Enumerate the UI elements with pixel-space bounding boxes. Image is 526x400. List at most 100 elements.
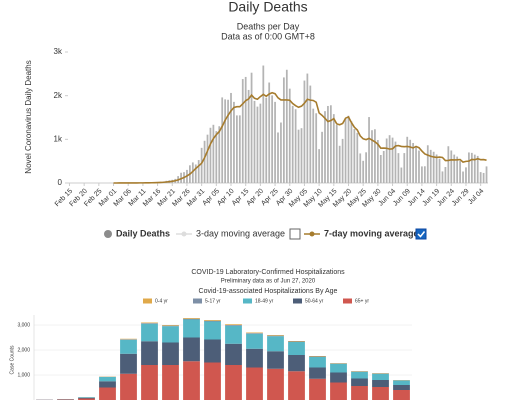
bar xyxy=(262,65,265,183)
bar xyxy=(438,158,441,183)
bar xyxy=(456,156,459,183)
bar xyxy=(447,146,450,183)
legend-label[interactable]: 18-49 yr xyxy=(255,298,274,304)
bar xyxy=(332,114,335,183)
chart-title: COVID-19 Laboratory-Confirmed Hospitaliz… xyxy=(191,269,345,276)
bar xyxy=(329,105,332,183)
legend-label[interactable]: 0-4 yr xyxy=(155,298,168,304)
bar-segment xyxy=(246,348,263,368)
bar xyxy=(274,101,276,183)
legend-swatch[interactable] xyxy=(343,298,352,304)
legend-label[interactable]: 65+ yr xyxy=(355,298,369,304)
bar xyxy=(423,166,426,183)
bar xyxy=(282,77,285,183)
bar-segment xyxy=(393,390,410,400)
bar xyxy=(215,131,218,183)
bar xyxy=(470,152,473,183)
checkbox[interactable] xyxy=(415,228,427,240)
bar xyxy=(236,115,238,183)
bar xyxy=(247,89,250,183)
bar xyxy=(450,150,453,183)
bar-segment xyxy=(246,333,263,349)
bar-segment xyxy=(288,341,305,342)
bar xyxy=(238,115,241,183)
bar xyxy=(224,99,227,183)
checkmark[interactable] xyxy=(417,231,426,238)
bar xyxy=(371,130,373,183)
bar xyxy=(376,140,379,183)
bar-segment xyxy=(309,356,326,357)
bar xyxy=(191,162,194,183)
bar-segment xyxy=(162,365,179,400)
legend-marker[interactable] xyxy=(181,231,187,237)
bar xyxy=(209,127,212,183)
legend-swatch[interactable] xyxy=(293,298,302,304)
bar xyxy=(426,145,429,183)
bar xyxy=(421,166,423,183)
legend-label[interactable]: 7-day moving average xyxy=(324,228,419,238)
y-tick-label: 1k xyxy=(54,134,63,143)
bar xyxy=(259,103,262,183)
legend-swatch[interactable] xyxy=(243,298,252,304)
bar xyxy=(318,149,320,183)
bar xyxy=(200,147,203,183)
legend-label[interactable]: 3-day moving average xyxy=(196,228,285,238)
bar xyxy=(303,80,306,183)
bar-segment xyxy=(204,320,221,321)
bar-segment xyxy=(225,325,242,326)
bar-segment xyxy=(393,385,410,390)
bar-segment xyxy=(288,355,305,372)
bar xyxy=(250,72,253,183)
bar-segment xyxy=(246,333,263,334)
chart-subtitle: Preliminary data as of Jun 27, 2020 xyxy=(221,279,316,285)
bar xyxy=(353,129,356,183)
bar-segment xyxy=(141,322,158,324)
bar-segment xyxy=(120,353,137,374)
bar xyxy=(306,73,309,183)
bar xyxy=(409,139,412,183)
bar-segment xyxy=(393,380,410,385)
bar-segment xyxy=(120,338,137,340)
bar-segment xyxy=(204,320,221,322)
bar xyxy=(253,100,256,183)
bar xyxy=(309,85,312,183)
legend-marker[interactable] xyxy=(309,231,315,237)
bar xyxy=(280,122,282,183)
bar xyxy=(394,141,397,183)
bar xyxy=(368,117,370,183)
bar xyxy=(194,164,197,183)
bar-segment xyxy=(141,341,158,365)
bar xyxy=(362,160,365,183)
legend-label[interactable]: Daily Deaths xyxy=(116,228,170,238)
bar-segment xyxy=(204,362,221,400)
bar xyxy=(397,153,400,183)
legend-marker[interactable] xyxy=(104,230,112,238)
bar xyxy=(312,108,315,183)
bar xyxy=(403,153,406,183)
bar xyxy=(256,106,259,183)
bar-segment xyxy=(288,371,305,400)
bar-segment xyxy=(372,373,389,380)
bar xyxy=(321,131,323,183)
bar xyxy=(268,82,271,183)
bar-segment xyxy=(141,365,158,400)
legend-swatch[interactable] xyxy=(193,298,202,304)
legend-swatch[interactable] xyxy=(143,298,152,304)
bar-segment xyxy=(204,321,221,340)
bar xyxy=(288,88,291,183)
bar-segment xyxy=(267,336,284,352)
bar xyxy=(385,138,388,183)
bar-segment xyxy=(99,377,116,382)
bar-segment xyxy=(78,397,95,399)
bar xyxy=(444,167,447,183)
y-tick-label: 0 xyxy=(58,178,63,187)
bar xyxy=(473,154,476,183)
bar xyxy=(291,105,294,183)
legend-label[interactable]: 50-64 yr xyxy=(305,298,324,304)
bar xyxy=(218,126,221,183)
checkbox[interactable] xyxy=(289,228,301,240)
chart-heading: Covid-19-associated Hospitalizations By … xyxy=(199,288,338,295)
x-tick-label: Jul 04 xyxy=(467,188,485,206)
legend-label[interactable]: 5-17 yr xyxy=(205,298,221,304)
